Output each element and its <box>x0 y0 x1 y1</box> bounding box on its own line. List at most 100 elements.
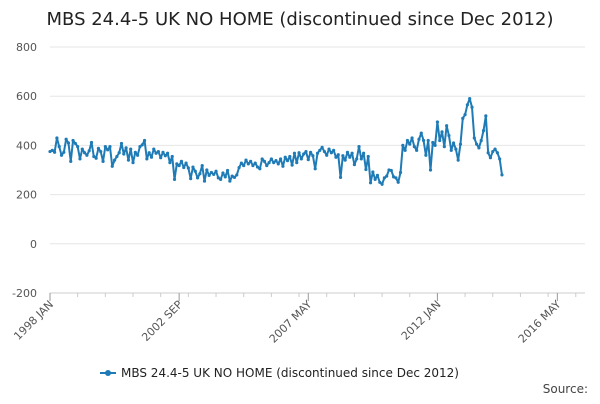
data-point[interactable] <box>55 136 59 140</box>
data-point[interactable] <box>166 151 170 155</box>
data-point[interactable] <box>154 151 158 155</box>
data-point[interactable] <box>281 164 285 168</box>
data-point[interactable] <box>468 97 472 101</box>
data-point[interactable] <box>163 154 167 158</box>
data-point[interactable] <box>417 137 421 141</box>
data-point[interactable] <box>394 176 398 180</box>
data-point[interactable] <box>94 156 98 160</box>
data-point[interactable] <box>172 177 177 181</box>
data-point[interactable] <box>159 156 163 160</box>
data-point[interactable] <box>131 161 135 165</box>
data-point[interactable] <box>329 151 333 155</box>
data-point[interactable] <box>419 131 423 135</box>
data-point[interactable] <box>133 150 137 154</box>
data-point[interactable] <box>440 130 444 134</box>
data-point[interactable] <box>431 140 435 145</box>
data-point[interactable] <box>463 113 467 117</box>
data-point[interactable] <box>299 157 303 161</box>
data-point[interactable] <box>433 143 437 147</box>
data-point[interactable] <box>242 163 246 168</box>
data-point[interactable] <box>366 154 370 159</box>
data-point[interactable] <box>368 181 373 185</box>
data-point[interactable] <box>364 167 368 172</box>
data-point[interactable] <box>223 175 227 179</box>
data-point[interactable] <box>343 158 347 162</box>
data-point[interactable] <box>57 145 61 149</box>
data-point[interactable] <box>357 145 361 149</box>
data-point[interactable] <box>71 138 75 143</box>
data-point[interactable] <box>149 155 154 159</box>
data-point[interactable] <box>122 152 126 156</box>
data-point[interactable] <box>396 180 400 184</box>
data-point[interactable] <box>449 148 453 152</box>
data-point[interactable] <box>69 159 73 163</box>
data-point[interactable] <box>373 177 377 181</box>
data-point[interactable] <box>126 158 131 162</box>
data-point[interactable] <box>350 151 354 155</box>
data-point[interactable] <box>283 155 287 159</box>
data-point[interactable] <box>341 154 345 158</box>
data-point[interactable] <box>272 161 276 165</box>
data-point[interactable] <box>186 166 190 170</box>
data-point[interactable] <box>421 138 426 143</box>
data-point[interactable] <box>179 159 184 163</box>
data-point[interactable] <box>318 148 322 152</box>
data-point[interactable] <box>78 157 82 161</box>
data-point[interactable] <box>138 145 142 149</box>
data-point[interactable] <box>498 157 502 161</box>
data-point[interactable] <box>89 140 94 145</box>
data-point[interactable] <box>129 147 133 151</box>
data-point[interactable] <box>216 176 220 180</box>
data-point[interactable] <box>304 149 308 154</box>
data-point[interactable] <box>380 182 384 186</box>
data-point[interactable] <box>348 155 352 159</box>
data-point[interactable] <box>269 157 273 161</box>
data-point[interactable] <box>136 153 140 157</box>
data-point[interactable] <box>170 154 174 159</box>
data-point[interactable] <box>435 120 440 124</box>
data-point[interactable] <box>228 179 232 183</box>
data-point[interactable] <box>334 155 338 159</box>
data-point[interactable] <box>488 156 493 160</box>
data-point[interactable] <box>209 170 214 175</box>
data-point[interactable] <box>92 154 96 159</box>
data-point[interactable] <box>290 163 294 167</box>
data-point[interactable] <box>389 168 393 173</box>
data-point[interactable] <box>484 114 488 118</box>
data-point[interactable] <box>424 153 428 157</box>
data-point[interactable] <box>87 149 91 153</box>
data-point[interactable] <box>359 157 363 161</box>
data-point[interactable] <box>338 175 343 179</box>
data-point[interactable] <box>458 142 463 146</box>
data-point[interactable] <box>66 141 71 145</box>
data-point[interactable] <box>108 145 112 149</box>
data-point[interactable] <box>465 103 469 107</box>
data-point[interactable] <box>403 148 407 152</box>
data-point[interactable] <box>311 154 315 158</box>
data-point[interactable] <box>195 176 200 180</box>
data-point[interactable] <box>110 164 114 168</box>
data-point[interactable] <box>375 173 380 178</box>
data-point[interactable] <box>189 177 193 181</box>
data-point[interactable] <box>313 167 317 171</box>
data-point[interactable] <box>253 161 257 165</box>
data-point[interactable] <box>486 151 490 155</box>
data-point[interactable] <box>500 173 504 177</box>
data-point[interactable] <box>191 165 195 169</box>
data-point[interactable] <box>246 162 250 166</box>
data-point[interactable] <box>362 151 366 155</box>
data-point[interactable] <box>345 150 350 154</box>
data-point[interactable] <box>219 177 223 181</box>
data-point[interactable] <box>221 171 225 175</box>
data-point[interactable] <box>382 176 386 180</box>
data-point[interactable] <box>251 163 255 168</box>
data-point[interactable] <box>258 167 262 171</box>
data-point[interactable] <box>451 141 456 145</box>
data-point[interactable] <box>336 153 340 157</box>
data-point[interactable] <box>265 163 269 168</box>
data-point[interactable] <box>302 152 306 156</box>
data-point[interactable] <box>322 149 327 154</box>
data-point[interactable] <box>320 145 324 149</box>
data-point[interactable] <box>225 168 230 173</box>
data-point[interactable] <box>156 149 160 154</box>
